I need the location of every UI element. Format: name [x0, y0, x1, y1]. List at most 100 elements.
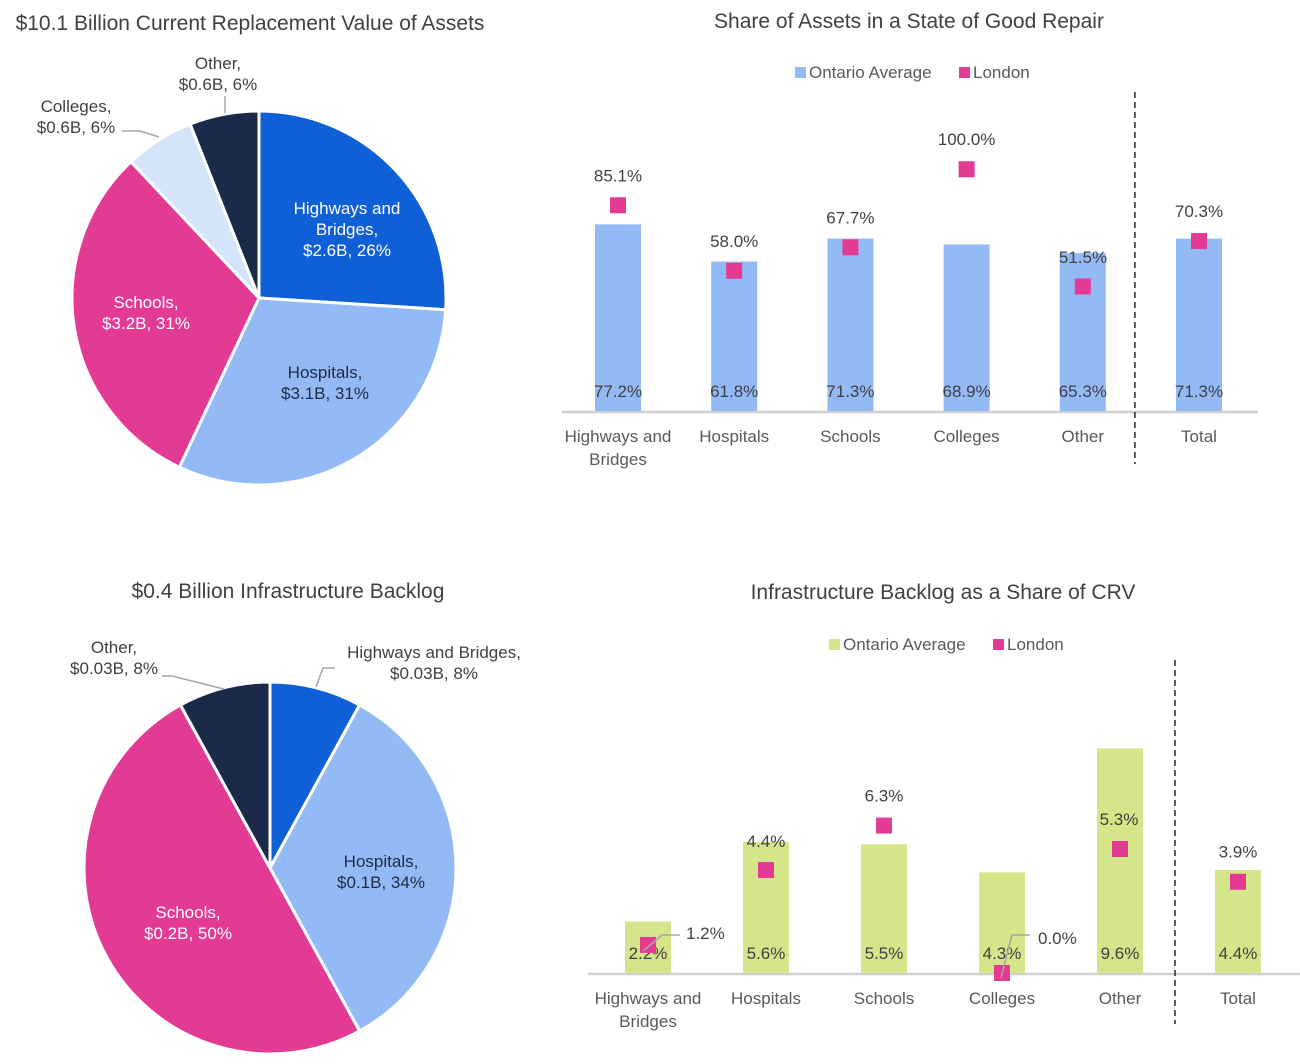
x-tick-total: Total	[1181, 427, 1217, 446]
pie-label-schools-line: $3.2B, 31%	[102, 314, 190, 333]
sogr-bar-title: Share of Assets in a State of Good Repai…	[714, 10, 1104, 33]
marker-london-highways-and-bridges	[640, 936, 656, 953]
crv-pie-chart: Highways and Bridges, $2.6B, 26% Hospitals,…	[37, 54, 448, 487]
legend-label-ontario-average: Ontario Average	[843, 635, 966, 654]
marker-label-london-schools: 6.3%	[865, 787, 904, 806]
pie-label-hospitals-line: $0.1B, 34%	[337, 873, 425, 892]
marker-label-london-other: 51.5%	[1059, 248, 1107, 267]
marker-london-colleges	[958, 161, 975, 178]
x-tick-highways-and-bridges: Highways and Bridges	[565, 427, 672, 469]
pie-label-highways-and-bridges-line: Highways and	[294, 199, 401, 218]
pie-label-hospitals-line: Hospitals,	[288, 363, 363, 382]
bar-label-ontario-hospitals: 5.6%	[747, 944, 786, 963]
pie-label-schools-line: Schools,	[155, 903, 220, 922]
x-tick-other: Other	[1099, 989, 1142, 1008]
pie-label-other-line: Other,	[195, 54, 241, 73]
pie-label-schools-line: $0.2B, 50%	[144, 924, 232, 943]
pie-label-highways-and-bridges: Highways and Bridges, $2.6B, 26%	[294, 199, 401, 260]
pie-label-other: Other, $0.03B, 8%	[70, 638, 158, 678]
backlog-pie-title: $0.4 Billion Infrastructure Backlog	[132, 580, 445, 603]
pie-label-other-line: $0.6B, 6%	[179, 75, 257, 94]
pie-label-schools: Schools, $3.2B, 31%	[102, 293, 190, 333]
bar-label-ontario-schools: 71.3%	[826, 382, 874, 401]
leader-line-london-colleges	[1000, 934, 1030, 979]
pie-label-other-line: Other,	[91, 638, 137, 657]
marker-label-london-schools: 67.7%	[826, 208, 874, 227]
x-tick-highways-and-bridges-line: Highways and	[595, 989, 702, 1008]
pie-slice-highways-and-bridges	[268, 680, 362, 870]
x-tick-highways-and-bridges: Highways and Bridges	[595, 989, 702, 1031]
marker-label-london-other: 5.3%	[1100, 810, 1139, 829]
pie-label-other-line: $0.03B, 8%	[70, 659, 158, 678]
leader-line-other	[162, 675, 225, 690]
sogr-bar-chart: Ontario Average London 77.2% Highways and Br…	[562, 63, 1258, 469]
marker-label-london-colleges: 0.0%	[1038, 929, 1077, 948]
pie-label-highways-and-bridges-line: Bridges,	[316, 220, 378, 239]
bar-ontario-schools	[827, 238, 874, 411]
x-tick-hospitals: Hospitals	[699, 427, 769, 446]
bar-ontario-highways-and-bridges	[595, 224, 641, 411]
bar-ontario-colleges	[979, 872, 1025, 973]
legend-label-ontario-average: Ontario Average	[809, 63, 932, 82]
legend-label-london: London	[1007, 635, 1064, 654]
x-tick-other-line: Other	[1099, 989, 1142, 1008]
x-tick-other: Other	[1062, 427, 1105, 446]
marker-london-other	[1074, 278, 1091, 295]
pie-label-schools: Schools, $0.2B, 50%	[144, 903, 232, 943]
pie-label-colleges-line: $0.6B, 6%	[37, 118, 115, 137]
pie-label-hospitals: Hospitals, $3.1B, 31%	[281, 363, 369, 403]
pie-label-other: Other, $0.6B, 6%	[179, 54, 257, 94]
x-tick-total-line: Total	[1181, 427, 1217, 446]
leader-line-london-highways-and-bridges	[642, 934, 680, 952]
x-tick-highways-and-bridges-line: Bridges	[619, 1012, 677, 1031]
backlog-pie-chart: Highways and Bridges, $0.03B, 8% Hospitals…	[70, 638, 521, 1056]
bar-ontario-hospitals	[711, 261, 758, 411]
x-tick-highways-and-bridges-line: Highways and	[565, 427, 672, 446]
bar-label-ontario-total: 4.4%	[1219, 944, 1258, 963]
x-tick-hospitals: Hospitals	[731, 989, 801, 1008]
bar-label-ontario-schools: 5.5%	[865, 944, 904, 963]
bar-label-ontario-highways-and-bridges: 77.2%	[594, 382, 642, 401]
x-tick-hospitals-line: Hospitals	[731, 989, 801, 1008]
bar-label-ontario-total: 71.3%	[1175, 382, 1223, 401]
backlog-bar-chart: Ontario Average London 2.2% Highways and Bri…	[588, 635, 1300, 1031]
pie-label-hospitals-line: $3.1B, 31%	[281, 384, 369, 403]
marker-label-london-total: 3.9%	[1219, 843, 1258, 862]
marker-label-london-total: 70.3%	[1175, 202, 1223, 221]
marker-london-other	[1112, 840, 1128, 857]
pie-label-colleges: Colleges, $0.6B, 6%	[37, 97, 115, 137]
pie-slice-highways-and-bridges	[257, 109, 448, 312]
x-tick-total: Total	[1220, 989, 1256, 1008]
x-tick-highways-and-bridges-line: Bridges	[589, 450, 647, 469]
marker-london-total	[1230, 873, 1246, 890]
x-tick-schools: Schools	[820, 427, 880, 446]
bar-label-ontario-other: 65.3%	[1059, 382, 1107, 401]
legend: Ontario Average London	[829, 635, 1064, 654]
marker-label-london-highways-and-bridges: 85.1%	[594, 166, 642, 185]
leader-line-colleges	[122, 130, 160, 138]
bar-label-ontario-highways-and-bridges: 2.2%	[629, 944, 668, 963]
marker-london-schools	[876, 817, 892, 834]
marker-london-schools	[842, 239, 859, 256]
legend-label-london: London	[973, 63, 1030, 82]
marker-label-london-hospitals: 4.4%	[747, 832, 786, 851]
legend-swatch-ontario-average	[829, 639, 840, 650]
bar-label-ontario-colleges: 68.9%	[942, 382, 990, 401]
pie-label-schools-line: Schools,	[113, 293, 178, 312]
marker-london-total	[1191, 233, 1207, 250]
bar-ontario-colleges	[943, 244, 990, 411]
x-tick-total-line: Total	[1220, 989, 1256, 1008]
pie-slice-schools	[70, 160, 261, 469]
marker-london-hospitals	[726, 262, 743, 279]
backlog-bar-title: Infrastructure Backlog as a Share of CRV	[751, 581, 1136, 604]
pie-slice-other	[188, 109, 261, 300]
pie-slice-hospitals	[177, 296, 448, 487]
leader-line-highways-and-bridges	[315, 667, 335, 688]
pie-label-highways-and-bridges-line: $2.6B, 26%	[303, 241, 391, 260]
bar-ontario-schools	[861, 844, 907, 973]
crv-pie-title: $10.1 Billion Current Replacement Value …	[16, 12, 485, 35]
bar-label-ontario-colleges: 4.3%	[983, 944, 1022, 963]
pie-label-highways-and-bridges-line: Highways and Bridges,	[347, 643, 521, 662]
marker-label-london-hospitals: 58.0%	[710, 232, 758, 251]
